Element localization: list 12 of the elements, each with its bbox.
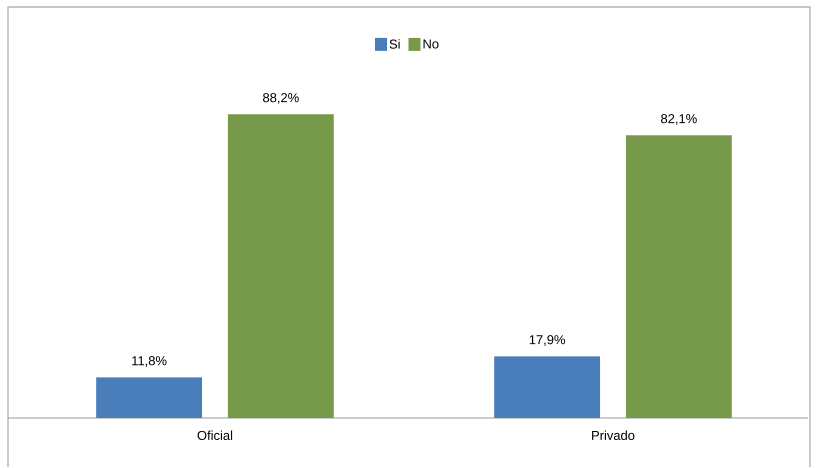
bar — [228, 114, 334, 418]
data-label: 88,2% — [263, 93, 299, 104]
bar — [96, 378, 202, 418]
bar — [626, 135, 732, 418]
data-label: 11,8% — [132, 356, 167, 368]
bar — [494, 356, 600, 418]
x-tick-label: Privado — [592, 430, 634, 440]
x-tick-label: Oficial — [198, 430, 232, 440]
data-label: 17,9% — [530, 335, 566, 346]
legend-label: No — [424, 40, 438, 49]
data-label: 82,1% — [661, 114, 697, 125]
legend-label: Si — [390, 39, 400, 49]
